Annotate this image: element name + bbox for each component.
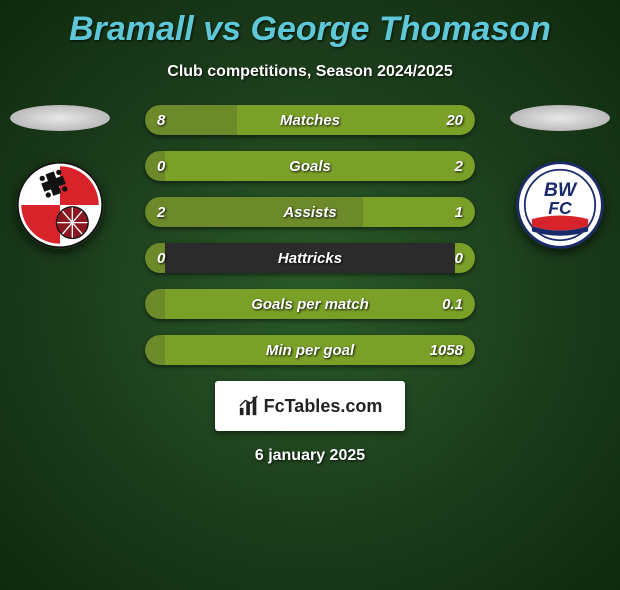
player-ellipse-left: [10, 105, 110, 131]
page-subtitle: Club competitions, Season 2024/2025: [0, 63, 620, 81]
bolton-crest-icon: BW FC: [516, 161, 604, 249]
chart-icon: [238, 395, 260, 417]
right-player-column: BW FC: [510, 105, 610, 249]
stat-row: 00Hattricks: [145, 243, 475, 273]
stat-label: Goals per match: [145, 289, 475, 319]
svg-text:BW: BW: [544, 179, 578, 201]
stat-label: Hattricks: [145, 243, 475, 273]
stat-row: 820Matches: [145, 105, 475, 135]
stats-container: 820Matches 02Goals 21Assists 00Hattricks 0.1…: [145, 105, 475, 365]
stat-row: 1058Min per goal: [145, 335, 475, 365]
stat-label: Goals: [145, 151, 475, 181]
player-ellipse-right: [510, 105, 610, 131]
stat-row: 02Goals: [145, 151, 475, 181]
left-player-column: [10, 105, 110, 249]
stat-row: 21Assists: [145, 197, 475, 227]
rotherham-crest-icon: [16, 161, 104, 249]
svg-text:FC: FC: [548, 198, 572, 218]
page-title: Bramall vs George Thomason: [0, 10, 620, 49]
stat-label: Assists: [145, 197, 475, 227]
stat-label: Matches: [145, 105, 475, 135]
brand-box: FcTables.com: [215, 381, 405, 431]
date-text: 6 january 2025: [0, 447, 620, 465]
brand-text: FcTables.com: [264, 396, 383, 417]
club-badge-right: BW FC: [516, 161, 604, 249]
content-area: BW FC 820Matches 02Goals 21Assists 00Hattri…: [0, 105, 620, 465]
stat-row: 0.1Goals per match: [145, 289, 475, 319]
club-badge-left: [16, 161, 104, 249]
stat-label: Min per goal: [145, 335, 475, 365]
